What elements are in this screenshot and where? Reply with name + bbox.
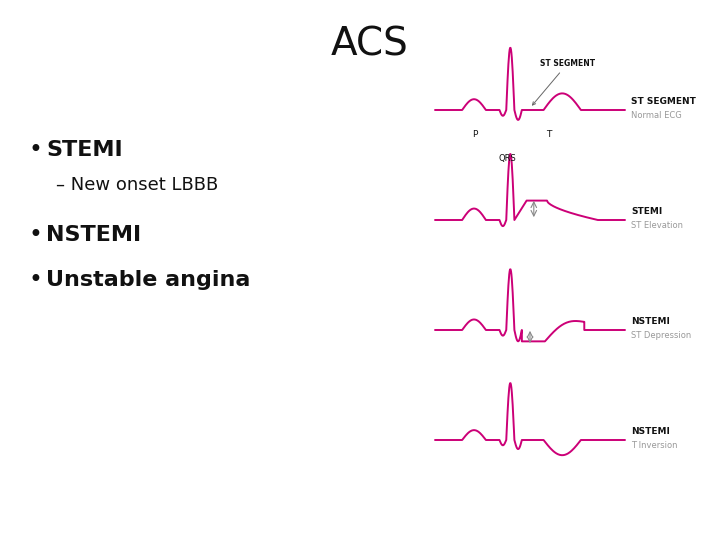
Text: ACS: ACS [331,25,409,63]
Text: NSTEMI: NSTEMI [631,428,670,436]
Text: Unstable angina: Unstable angina [46,270,251,290]
Text: ST Elevation: ST Elevation [631,221,683,231]
Text: P: P [472,130,477,139]
Text: STEMI: STEMI [46,140,122,160]
Text: NSTEMI: NSTEMI [631,318,670,327]
Text: •: • [28,268,42,292]
Text: STEMI: STEMI [631,207,662,217]
Text: NSTEMI: NSTEMI [46,225,141,245]
Text: •: • [28,138,42,162]
Text: Normal ECG: Normal ECG [631,111,682,120]
Text: QRS: QRS [498,154,516,163]
Text: T Inversion: T Inversion [631,442,678,450]
Text: ST SEGMENT: ST SEGMENT [533,59,595,105]
Text: ST SEGMENT: ST SEGMENT [631,98,696,106]
Text: ST Depression: ST Depression [631,332,691,341]
Text: – New onset LBBB: – New onset LBBB [56,176,218,194]
Text: •: • [28,223,42,247]
Text: T: T [546,130,552,139]
